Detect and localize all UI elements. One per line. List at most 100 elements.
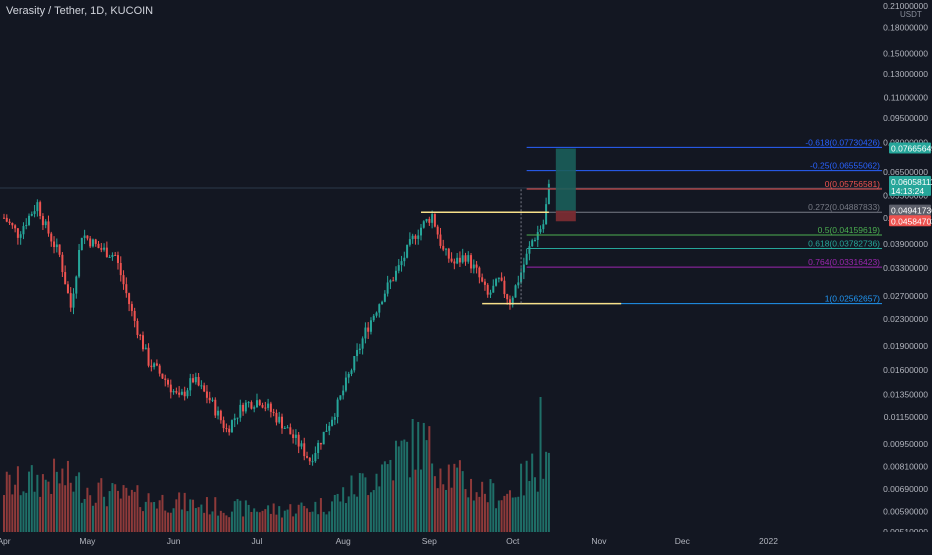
price-tick-label: 0.03900000	[883, 239, 928, 249]
volume-bar	[281, 517, 283, 532]
price-tick-label: 0.02700000	[883, 291, 928, 301]
volume-bar	[500, 500, 503, 532]
price-label-tag	[889, 215, 931, 227]
candle-body	[517, 282, 520, 286]
candle-body	[369, 320, 372, 332]
candle-body	[297, 434, 300, 447]
price-tick-label: 0.11000000	[884, 92, 929, 102]
volume-bar	[350, 475, 353, 532]
price-tick-label: 0.02300000	[883, 314, 928, 324]
volume-bar	[422, 422, 425, 532]
volume-bar	[111, 483, 114, 532]
candle-body	[394, 270, 397, 281]
candle-body	[531, 240, 534, 247]
time-tick-label: 2022	[759, 536, 778, 546]
volume-bar	[428, 426, 431, 532]
volume-bar	[389, 459, 392, 532]
candle-body	[39, 202, 42, 217]
price-tick-label: 0.15000000	[883, 49, 928, 59]
volume-bar	[336, 493, 339, 532]
volume-bar	[153, 501, 156, 532]
candle-body	[467, 255, 470, 262]
volume-bar	[61, 468, 64, 532]
candle-body	[331, 419, 334, 426]
price-tick-label: 0.13000000	[883, 69, 928, 79]
candle-body	[286, 427, 289, 429]
volume-bar	[16, 466, 19, 532]
volume-bar	[180, 509, 183, 532]
volume-bar	[5, 471, 8, 532]
candle-body	[247, 402, 250, 404]
candle-body	[445, 248, 448, 250]
candle-body	[264, 407, 267, 409]
candle-body	[58, 244, 61, 255]
candle-body	[489, 292, 492, 295]
candle-body	[89, 238, 92, 247]
candle-body	[194, 376, 197, 383]
volume-bar	[506, 493, 509, 532]
volume-bar	[375, 473, 378, 532]
volume-bar	[486, 502, 489, 532]
volume-bar	[342, 487, 345, 532]
candle-body	[116, 255, 119, 263]
candle-body	[428, 218, 431, 223]
candle-body	[525, 253, 528, 265]
volume-bar	[433, 476, 436, 532]
candle-body	[372, 315, 375, 321]
candle-body	[125, 284, 128, 294]
candle-body	[114, 254, 117, 256]
volume-bar	[78, 472, 81, 532]
volume-bar	[105, 506, 108, 532]
candle-body	[347, 373, 350, 378]
candle-body	[14, 225, 17, 229]
volume-bar	[394, 440, 397, 532]
price-tick-label: 0.00810000	[883, 462, 928, 472]
candle-body	[417, 235, 420, 239]
candle-body	[253, 407, 256, 409]
candle-body	[258, 400, 261, 406]
candle-body	[147, 347, 150, 366]
candle-body	[508, 299, 511, 305]
candle-body	[439, 234, 442, 246]
candle-body	[408, 239, 411, 245]
candle-body	[481, 277, 484, 282]
candle-body	[186, 390, 189, 397]
candle-body	[158, 365, 161, 374]
price-label-value: 0.07665649	[891, 144, 932, 154]
candle-body	[389, 280, 392, 283]
volume-bar	[41, 474, 44, 532]
candle-body	[411, 235, 414, 240]
volume-bar	[372, 490, 375, 532]
chart-title: Verasity / Tether, 1D, KUCOIN	[6, 5, 154, 17]
candle-body	[278, 416, 281, 423]
volume-bar	[28, 471, 31, 532]
candle-body	[250, 402, 253, 409]
time-tick-label: Sep	[422, 536, 437, 546]
volume-bar	[283, 510, 286, 532]
candle-body	[533, 239, 536, 241]
volume-bar	[47, 481, 50, 532]
volume-bar	[158, 500, 161, 532]
candle-body	[119, 262, 122, 276]
volume-bar	[325, 514, 328, 532]
candle-body	[103, 247, 106, 250]
candle-body	[3, 217, 5, 219]
volume-bar	[94, 502, 97, 532]
volume-bar	[436, 488, 439, 532]
candle-body	[367, 327, 370, 332]
volume-bar	[400, 440, 403, 532]
volume-bar	[417, 421, 420, 532]
price-tick-label: 0.00950000	[883, 439, 928, 449]
candle-body	[150, 365, 153, 368]
candle-body	[214, 399, 217, 416]
candle-body	[16, 228, 19, 238]
candle-body	[400, 261, 403, 266]
drawing-layer: -0.618(0.07730426) -0.25(0.06555062) 0(0.0…	[0, 137, 882, 305]
candle-body	[153, 363, 156, 368]
volume-bar	[136, 485, 139, 532]
candle-body	[486, 284, 489, 295]
candle-body	[450, 258, 453, 262]
volume-bar	[339, 501, 342, 532]
